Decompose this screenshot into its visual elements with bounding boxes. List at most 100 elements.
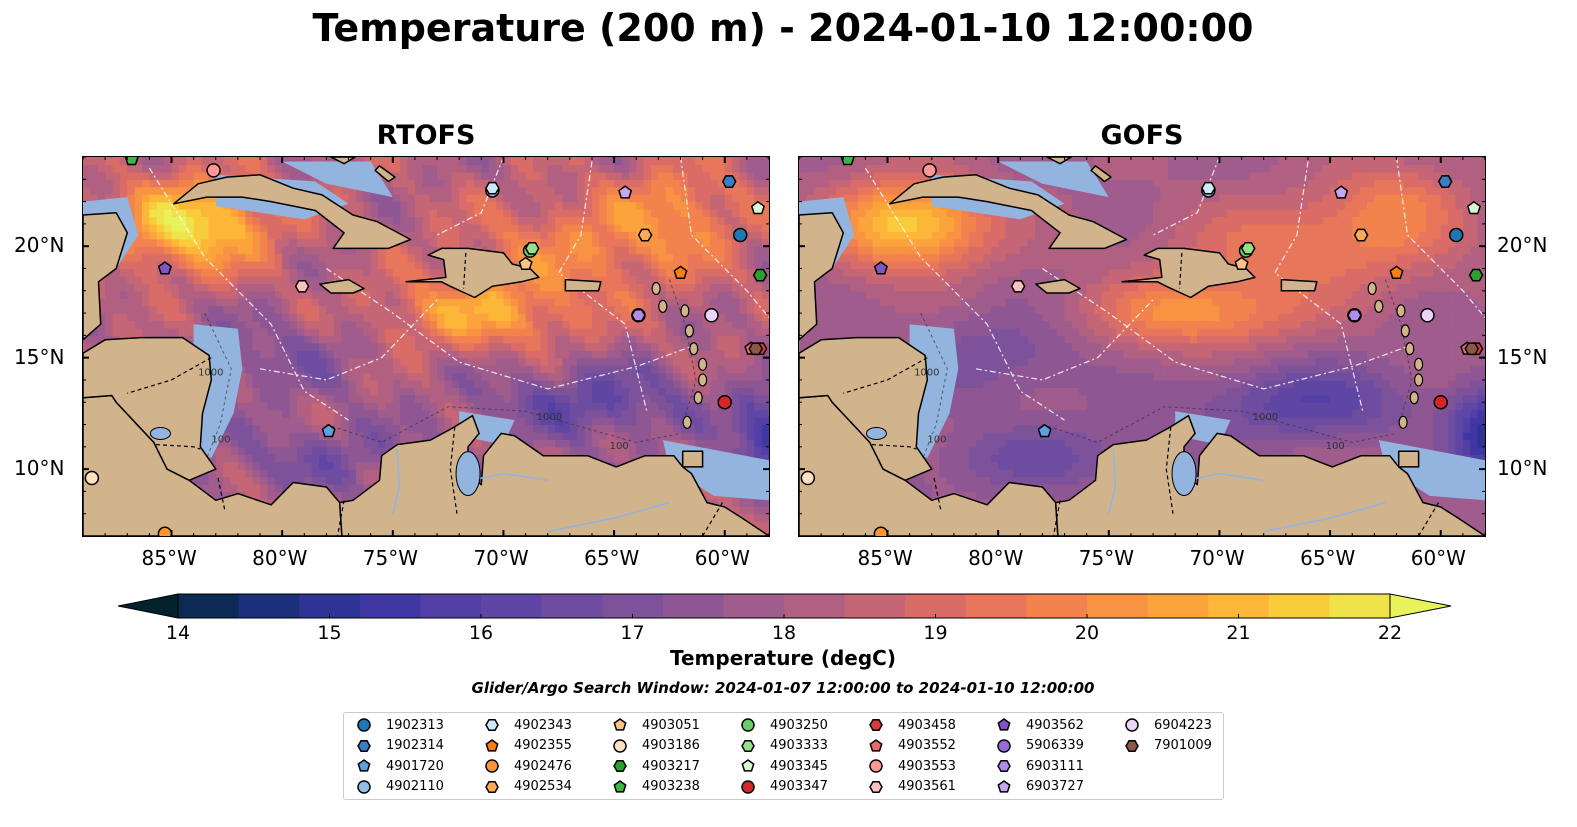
temperature-cell <box>296 402 305 411</box>
country-borders <box>127 252 724 536</box>
temperature-cell <box>562 231 571 240</box>
temperature-cell <box>400 164 409 173</box>
temperature-cell <box>518 379 527 388</box>
temperature-cell <box>304 476 313 485</box>
temperature-cell <box>540 357 549 366</box>
temperature-cell <box>429 365 438 374</box>
temperature-cell <box>665 216 674 225</box>
temperature-cell <box>591 417 600 426</box>
temperature-cell <box>319 469 328 478</box>
temperature-cell <box>274 454 283 463</box>
temperature-cell <box>333 268 342 277</box>
temperature-cell <box>260 409 269 418</box>
temperature-cell <box>267 387 276 396</box>
temperature-cell <box>437 209 446 218</box>
temperature-cell <box>673 357 682 366</box>
temperature-cell <box>252 157 261 166</box>
temperature-cell <box>643 350 652 359</box>
temperature-cell <box>326 268 335 277</box>
temperature-cell <box>267 268 276 277</box>
temperature-cell <box>702 171 711 180</box>
temperature-cell <box>709 327 718 336</box>
temperature-cell <box>532 387 541 396</box>
temperature-cell <box>223 483 232 493</box>
temperature-cell <box>532 357 541 366</box>
temperature-cell <box>422 209 431 218</box>
temperature-cell <box>252 283 261 292</box>
temperature-cell <box>761 402 769 411</box>
temperature-cell <box>709 157 718 166</box>
temperature-cell <box>459 179 468 188</box>
temperature-cell <box>569 209 578 218</box>
temperature-cell <box>370 379 379 388</box>
temperature-cell <box>149 164 158 173</box>
temperature-cell <box>739 186 748 195</box>
temperature-cell <box>237 268 246 277</box>
temperature-cell <box>223 157 232 158</box>
temperature-cell <box>488 409 497 418</box>
temperature-cell <box>569 157 578 158</box>
temperature-cell <box>746 431 755 440</box>
temperature-cell <box>650 327 659 336</box>
temperature-cell <box>363 379 372 388</box>
temperature-cell <box>311 379 320 388</box>
temperature-cell <box>695 283 704 292</box>
temperature-cell <box>451 238 460 247</box>
temperature-cell <box>237 305 246 314</box>
temperature-cell <box>680 171 689 180</box>
temperature-cell <box>754 261 763 270</box>
temperature-cell <box>282 417 291 426</box>
temperature-cell <box>724 186 733 195</box>
temperature-cell <box>591 157 600 166</box>
temperature-cell <box>252 157 261 158</box>
temperature-cell <box>687 424 696 433</box>
temperature-cell <box>650 246 659 255</box>
temperature-cell <box>304 402 313 411</box>
temperature-cell <box>245 431 254 440</box>
temperature-cell <box>267 305 276 314</box>
temperature-cell <box>245 253 254 262</box>
temperature-cell <box>540 223 549 232</box>
temperature-cell <box>319 379 328 388</box>
temperature-cell <box>532 305 541 314</box>
temperature-cell <box>289 439 298 448</box>
temperature-cell <box>245 342 254 351</box>
temperature-cell <box>208 209 217 218</box>
temperature-cell <box>282 261 291 270</box>
temperature-cell <box>503 290 512 299</box>
temperature-cell <box>621 446 630 455</box>
temperature-cell <box>223 454 232 463</box>
temperature-cell <box>282 298 291 307</box>
temperature-cell <box>451 209 460 218</box>
temperature-cell <box>437 231 446 240</box>
temperature-cell <box>577 305 586 314</box>
temperature-cell <box>614 179 623 188</box>
temperature-cell <box>547 261 556 270</box>
temperature-cell <box>717 171 726 180</box>
temperature-cell <box>422 201 431 210</box>
temperature-cell <box>186 171 195 180</box>
temperature-cell <box>754 223 763 232</box>
temperature-cell <box>348 476 357 485</box>
temperature-cell <box>414 216 423 225</box>
temperature-cell <box>591 201 600 210</box>
temperature-cell <box>134 209 143 218</box>
temperature-cell <box>665 320 674 329</box>
temperature-cell <box>414 268 423 277</box>
temperature-cell <box>569 357 578 366</box>
temperature-cell <box>326 409 335 418</box>
temperature-cell <box>628 446 637 455</box>
temperature-cell <box>628 283 637 292</box>
temperature-cell <box>724 164 733 173</box>
temperature-cell <box>614 327 623 336</box>
temperature-cell <box>223 216 232 225</box>
temperature-cell <box>437 335 446 344</box>
temperature-cell <box>127 283 136 292</box>
temperature-cell <box>481 179 490 188</box>
temperature-cell <box>702 268 711 277</box>
temperature-cell <box>680 157 689 166</box>
temperature-cell <box>355 246 364 255</box>
temperature-cell <box>319 417 328 426</box>
temperature-cell <box>680 298 689 307</box>
temperature-cell <box>429 327 438 336</box>
